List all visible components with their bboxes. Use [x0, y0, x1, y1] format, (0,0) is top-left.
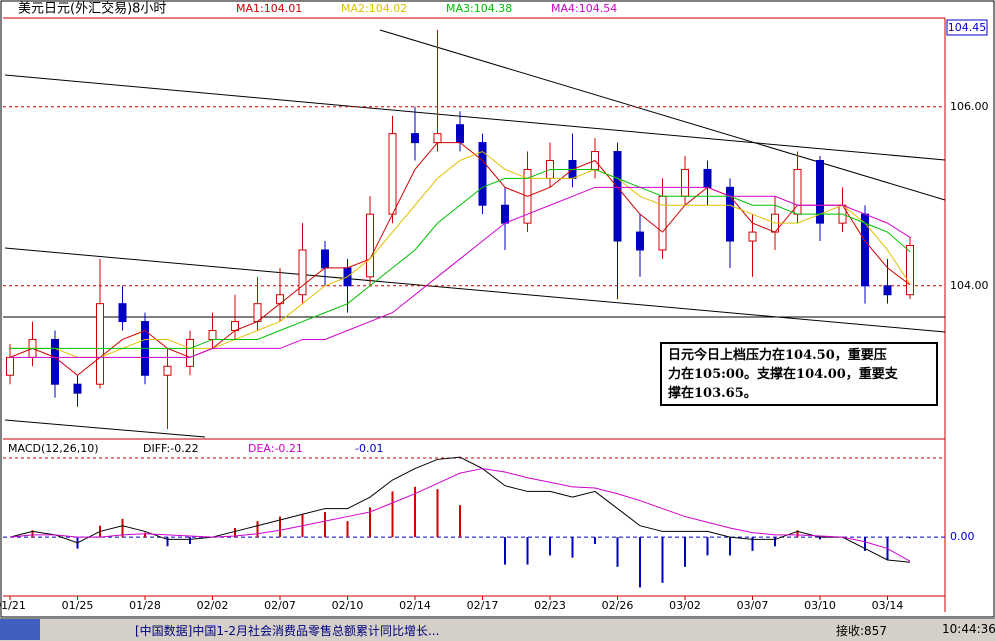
- candle-body: [73, 383, 82, 394]
- received-count: 接收:857: [836, 624, 887, 638]
- status-bar: [中国数据]中国1-2月社会消费品零售总额累计同比增长... 接收:857 10…: [0, 618, 995, 641]
- candle-body: [163, 365, 172, 376]
- candle-body: [613, 151, 622, 242]
- annotation-line: 撑在103.65。: [668, 386, 757, 401]
- y-tick-label: 104.00: [950, 279, 989, 292]
- candle-body: [6, 356, 14, 376]
- annotation: 日元今日上档压力在104.50，重要压 力在105:00。支撑在104.00，重…: [660, 342, 938, 406]
- chart-title: 美元日元(外汇交易)8小时: [18, 1, 166, 17]
- x-tick-label: 02/02: [197, 599, 229, 612]
- candle-body: [96, 303, 104, 385]
- ma-line: [10, 168, 911, 349]
- candle-body: [478, 142, 487, 206]
- frame: [0, 0, 995, 618]
- trend-line: [4, 74, 946, 161]
- candle-body: [681, 168, 689, 197]
- ma-line: [10, 150, 911, 358]
- x-tick-label: 02/17: [467, 599, 499, 612]
- logo: [0, 619, 40, 640]
- annotation-line: 力在105:00。支撑在104.00，重要支: [668, 367, 898, 382]
- candle-body: [861, 213, 869, 287]
- x-tick-label: 02/07: [264, 599, 296, 612]
- candle-body: [388, 133, 397, 215]
- x-tick-label: 03/14: [872, 599, 904, 612]
- trend-line: [4, 247, 946, 333]
- candle-body: [703, 168, 712, 188]
- candle-body: [253, 303, 262, 323]
- candle-body: [883, 285, 892, 296]
- diff-line: [9, 456, 911, 563]
- candle-body: [433, 133, 442, 144]
- macd-title: MACD(12,26,10): [8, 442, 99, 455]
- candle-body: [298, 249, 307, 296]
- candle-body: [321, 249, 329, 269]
- candle-body: [366, 213, 374, 278]
- macd-label: -0.01: [355, 442, 383, 455]
- x-tick-label: 01/21: [0, 599, 26, 612]
- annotation-line: 日元今日上档压力在104.50，重要压: [668, 348, 887, 363]
- candle-body: [51, 338, 59, 385]
- x-tick-label: 02/26: [602, 599, 634, 612]
- candle-body: [186, 338, 194, 367]
- trend-line: [4, 419, 206, 438]
- candle-body: [118, 303, 127, 323]
- x-tick-label: 01/28: [129, 599, 161, 612]
- candle-body: [411, 133, 419, 144]
- clock: 10:44:36: [942, 622, 995, 636]
- candle-body: [816, 159, 824, 224]
- price-box: [946, 19, 988, 36]
- candle-body: [208, 330, 217, 340]
- x-tick-label: 02/23: [534, 599, 566, 612]
- current-price: 104.45: [948, 21, 987, 34]
- x-tick-label: 03/07: [737, 599, 769, 612]
- ma-label: MA3:104.38: [446, 2, 512, 15]
- news-ticker[interactable]: [中国数据]中国1-2月社会消费品零售总额累计同比增长...: [135, 624, 440, 638]
- ma-label: MA4:104.54: [551, 2, 617, 15]
- trend-line: [379, 29, 946, 201]
- y-tick-label: 106.00: [950, 100, 989, 113]
- ma-line: [9, 142, 911, 376]
- dea-line: [9, 468, 911, 562]
- x-tick-label: 02/10: [332, 599, 364, 612]
- candle-body: [906, 245, 914, 296]
- x-tick-label: 03/10: [804, 599, 836, 612]
- ma-line: [10, 186, 911, 358]
- candle-body: [636, 231, 644, 251]
- x-tick-label: 03/02: [669, 599, 701, 612]
- ma-label: MA2:104.02: [341, 2, 407, 15]
- candle-body: [501, 204, 509, 224]
- y-tick-label: 0.00: [950, 530, 975, 543]
- x-tick-label: 02/14: [399, 599, 431, 612]
- dea-label: DEA:-0.21: [248, 442, 303, 455]
- candle-body: [456, 124, 464, 144]
- candle-body: [726, 186, 734, 242]
- ma-label: MA1:104.01: [236, 2, 302, 15]
- diff-label: DIFF:-0.22: [143, 442, 199, 455]
- candle-body: [748, 231, 757, 242]
- chart: 美元日元(外汇交易)8小时 104.45 MACD(12,26,10) DIFF…: [0, 0, 995, 618]
- x-tick-label: 01/25: [62, 599, 94, 612]
